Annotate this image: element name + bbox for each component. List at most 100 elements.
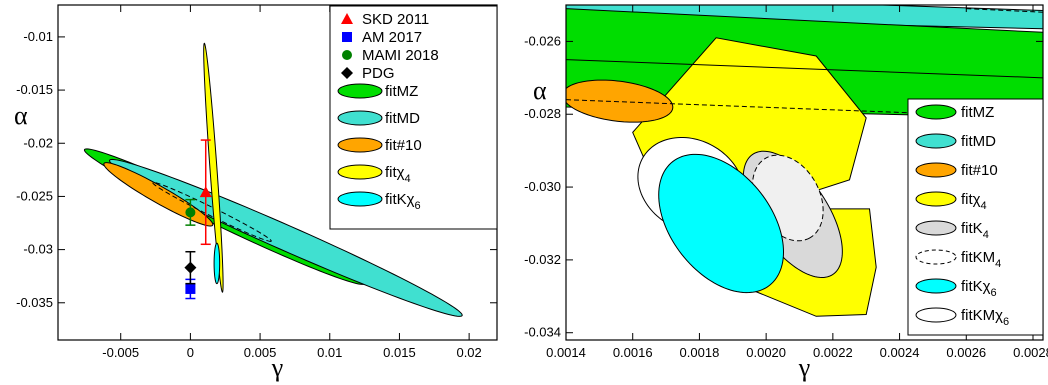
x-tick-label: 0.005 bbox=[244, 345, 277, 360]
x-tick-label: -0.005 bbox=[102, 345, 139, 360]
legend-subscript: 6 bbox=[991, 287, 997, 299]
x-tick-label: 0.0026 bbox=[946, 345, 986, 360]
x-tick-label: 0.0020 bbox=[746, 345, 786, 360]
point-marker bbox=[199, 186, 212, 198]
series-fit#10 bbox=[566, 79, 674, 123]
y-tick-label: -0.01 bbox=[23, 29, 53, 44]
x-axis-label: γ bbox=[798, 353, 811, 382]
y-tick-label: -0.030 bbox=[524, 179, 561, 194]
legend-item-fitKχ6: fitKχ6 bbox=[915, 278, 997, 299]
legend-label: fitMD bbox=[961, 133, 996, 150]
legend-swatch bbox=[915, 162, 957, 178]
series-fitKχ6 bbox=[213, 242, 221, 285]
legend: fitMZ fitMD fit#10 fitχ4 fitK4 fitKM4 fitKχ6 fi… bbox=[907, 98, 1044, 336]
legend-swatch bbox=[337, 137, 383, 153]
legend-item-MAMI 2018: MAMI 2018 bbox=[342, 47, 439, 64]
legend-swatch bbox=[915, 191, 957, 207]
panel-1: -0.005 0 0.005 0.01 0.015 0.02 -0.035 -0.03 -0.0… bbox=[14, 4, 498, 382]
legend-swatch bbox=[915, 133, 957, 149]
legend-item-fitKχ6: fitKχ6 bbox=[337, 191, 421, 212]
y-tick-label: -0.02 bbox=[23, 135, 53, 150]
legend-item-PDG: PDG bbox=[341, 65, 395, 82]
legend-label: fitMZ bbox=[385, 83, 418, 100]
x-tick-label: 0.0016 bbox=[613, 345, 653, 360]
y-tick-label: -0.015 bbox=[16, 82, 53, 97]
point-marker bbox=[184, 261, 197, 274]
legend-item-AM 2017: AM 2017 bbox=[342, 29, 422, 46]
y-tick-label: -0.028 bbox=[524, 106, 561, 121]
legend-swatch bbox=[915, 307, 957, 323]
y-tick-label: -0.032 bbox=[524, 252, 561, 267]
legend-label: fit#10 bbox=[385, 137, 422, 154]
legend-label: fitχ4 bbox=[385, 164, 411, 185]
plot-area bbox=[566, 5, 1043, 317]
legend-item-SKD 2011: SKD 2011 bbox=[341, 11, 429, 28]
x-tick-label: 0 bbox=[187, 345, 194, 360]
legend-label: fitKχ6 bbox=[961, 278, 997, 299]
legend-swatch bbox=[915, 220, 957, 236]
y-axis-label: α bbox=[533, 76, 547, 105]
legend-label: fitχ4 bbox=[961, 191, 987, 212]
legend-item-fitKMχ6: fitKMχ6 bbox=[915, 307, 1009, 328]
legend-marker bbox=[342, 32, 352, 42]
x-tick-label: 0.02 bbox=[456, 345, 481, 360]
legend-item-fitMD: fitMD bbox=[337, 110, 420, 127]
x-tick-label: 0.0018 bbox=[680, 345, 720, 360]
series-fitMD dashed edge bbox=[966, 8, 1043, 13]
series-fitMD bbox=[109, 158, 463, 317]
y-tick-label: -0.034 bbox=[524, 325, 561, 340]
legend-subscript: 4 bbox=[983, 229, 989, 241]
legend-swatch bbox=[915, 249, 957, 265]
legend-label: MAMI 2018 bbox=[362, 47, 439, 64]
y-axis-label: α bbox=[14, 101, 28, 130]
legend-item-fitKM4: fitKM4 bbox=[915, 249, 1001, 270]
x-tick-label: 0.0024 bbox=[880, 345, 920, 360]
legend-label: fitK4 bbox=[961, 220, 989, 241]
legend-label: fitKM4 bbox=[961, 249, 1001, 270]
legend-item-fitχ4: fitχ4 bbox=[337, 164, 411, 185]
legend-label: AM 2017 bbox=[362, 29, 422, 46]
legend-subscript: 6 bbox=[415, 200, 421, 212]
series-fit#10 bbox=[103, 162, 214, 227]
x-tick-label: 0.0028 bbox=[1013, 345, 1048, 360]
point-marker bbox=[185, 207, 196, 218]
legend-item-fitMZ: fitMZ bbox=[915, 104, 994, 121]
legend-item-fitMZ: fitMZ bbox=[337, 83, 418, 100]
legend-item-fitK4: fitK4 bbox=[915, 220, 989, 241]
legend-item-fit#10: fit#10 bbox=[337, 137, 422, 154]
data-point-MAMI 2018 bbox=[185, 198, 196, 226]
legend-label: SKD 2011 bbox=[362, 11, 429, 28]
legend-subscript: 4 bbox=[405, 173, 411, 185]
legend-label: fitMZ bbox=[961, 104, 994, 121]
series-fit#10 (dashed outline) bbox=[152, 181, 272, 242]
legend-subscript: 6 bbox=[1003, 316, 1009, 328]
plot-area bbox=[83, 42, 463, 317]
legend-item-fit#10: fit#10 bbox=[915, 162, 998, 179]
legend-subscript: 4 bbox=[981, 200, 987, 212]
data-point-SKD 2011 bbox=[199, 139, 212, 246]
legend-marker bbox=[342, 50, 352, 60]
legend-label: fitKχ6 bbox=[385, 191, 421, 212]
x-tick-label: 0.0022 bbox=[813, 345, 853, 360]
x-tick-label: 0.0014 bbox=[546, 345, 586, 360]
series-fitχ4 bbox=[203, 42, 224, 293]
legend-item-fitMD: fitMD bbox=[915, 133, 996, 150]
legend-subscript: 4 bbox=[995, 258, 1001, 270]
legend-swatch bbox=[337, 110, 383, 126]
x-axis-label: γ bbox=[271, 353, 284, 382]
legend-swatch bbox=[915, 278, 957, 294]
legend-marker bbox=[341, 67, 353, 79]
legend-swatch bbox=[337, 191, 383, 207]
x-tick-label: 0.01 bbox=[317, 345, 342, 360]
point-marker bbox=[185, 283, 196, 294]
legend-swatch bbox=[337, 83, 383, 99]
legend-swatch bbox=[337, 164, 383, 180]
y-tick-label: -0.035 bbox=[16, 295, 53, 310]
legend-item-fitχ4: fitχ4 bbox=[915, 191, 987, 212]
data-point-PDG bbox=[184, 250, 197, 285]
y-tick-label: -0.03 bbox=[23, 242, 53, 257]
legend-swatch bbox=[915, 104, 957, 120]
legend-label: fitKMχ6 bbox=[961, 307, 1009, 328]
